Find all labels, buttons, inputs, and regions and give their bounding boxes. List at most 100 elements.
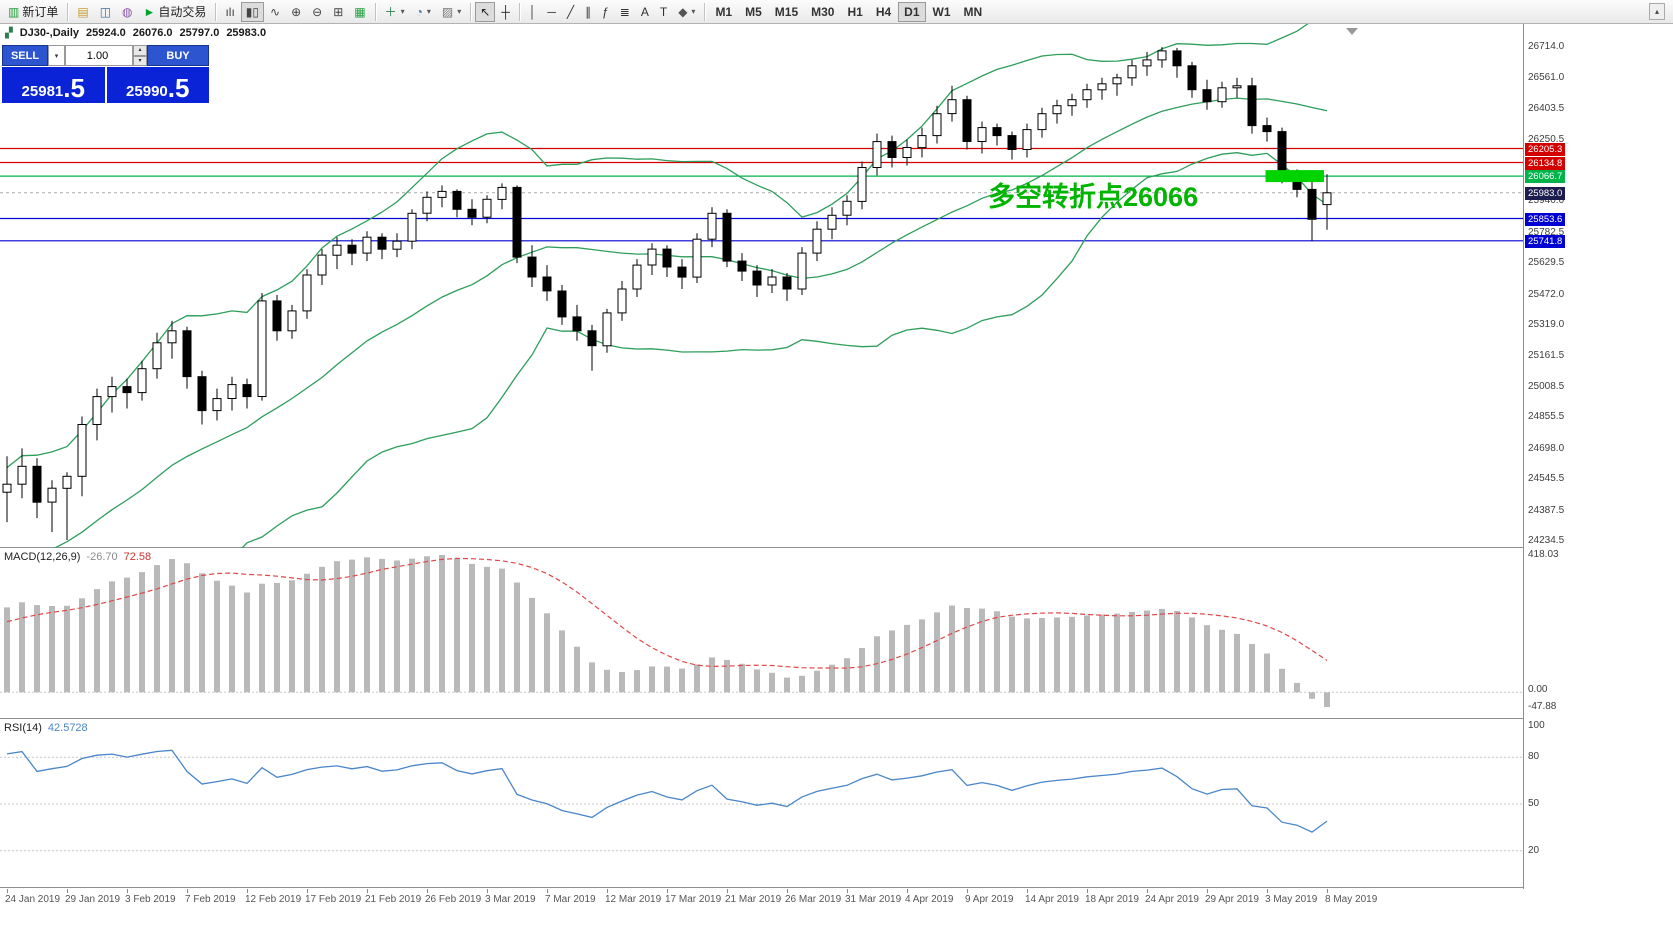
timeframe-d1-button[interactable]: D1	[898, 1, 926, 22]
date-tick	[547, 889, 548, 893]
chart-shift-marker-icon[interactable]	[1346, 28, 1358, 35]
date-tick-label: 7 Mar 2019	[545, 894, 596, 905]
navigator-icon: ◍	[122, 4, 133, 19]
price-axis[interactable]: 26714.0 26561.0 26403.5 26250.5 25940.0 25782…	[1523, 24, 1673, 889]
indicators-icon: ＋	[384, 4, 397, 19]
price-tick-label: 25161.5	[1528, 350, 1565, 362]
templates-button[interactable]: ▨ ▾	[437, 2, 466, 22]
date-tick-label: 8 May 2019	[1325, 894, 1378, 905]
rsi-canvas[interactable]	[0, 720, 1523, 888]
toolbar: ▥ 新订单 ▤ ◫ ◍ ► 自动交易 ılı ▮▯ ∿ ⊕ ⊖ ⊞ ▦ ＋ ▾ ◔ ▾ ▨ ▾ ↖ ┼ │ ─ ╱ ∥ ƒ ≣ A T ◆ ▾…	[0, 0, 1673, 24]
macd-axis-zero-label: 0.00	[1528, 684, 1548, 696]
date-tick-label: 7 Feb 2019	[185, 894, 236, 905]
timeframe-w1-button[interactable]: W1	[927, 2, 957, 22]
timeframe-h1-button[interactable]: H1	[841, 2, 868, 22]
new-chart-button[interactable]: ▦	[349, 2, 370, 22]
data-window-icon: ◫	[99, 4, 112, 19]
new-order-button[interactable]: ▥ 新订单	[3, 2, 63, 22]
line-chart-button[interactable]: ∿	[265, 2, 285, 22]
volume-increase-button[interactable]: ▴	[133, 45, 147, 56]
text-label-button[interactable]: T	[655, 2, 672, 22]
timeframe-m30-button-label: M30	[811, 4, 835, 19]
buy-button[interactable]: BUY	[147, 45, 209, 66]
price-line-label[interactable]: 25741.8	[1525, 234, 1566, 248]
timeframe-mn-button[interactable]: MN	[958, 2, 989, 22]
shapes-button[interactable]: ◆ ▾	[673, 2, 700, 22]
text-label-icon: T	[659, 4, 668, 19]
sell-price-display[interactable]: 25981.5	[2, 67, 105, 103]
price-line-label[interactable]: 26205.3	[1525, 142, 1566, 156]
symbol-chart-icon: ▞	[5, 27, 13, 39]
volume-decrease-button[interactable]: ▾	[133, 55, 147, 66]
crosshair-button[interactable]: ┼	[496, 2, 515, 22]
trade-controls-row: SELL ▾ ▴ ▾ BUY	[2, 45, 209, 66]
date-tick	[127, 889, 128, 893]
date-tick-label: 24 Jan 2019	[5, 894, 61, 905]
date-tick	[1147, 889, 1148, 893]
channel-button[interactable]: ∥	[580, 2, 596, 22]
date-tick	[1327, 889, 1328, 893]
price-line-label[interactable]: 25853.6	[1525, 212, 1566, 226]
timeframe-h4-button[interactable]: H4	[870, 2, 897, 22]
timeframe-m5-button[interactable]: M5	[739, 2, 768, 22]
navigator-button[interactable]: ◍	[117, 2, 137, 22]
timeframe-m1-button-label: M1	[715, 4, 733, 19]
text-button[interactable]: A	[636, 2, 654, 22]
date-tick	[787, 889, 788, 893]
volume-dropdown-button[interactable]: ▾	[48, 45, 65, 66]
candlestick-chart-button[interactable]: ▮▯	[240, 1, 264, 22]
macd-canvas[interactable]	[0, 549, 1523, 719]
horizontal-line-button[interactable]: ─	[542, 2, 561, 22]
price-line-label[interactable]: 26066.7	[1525, 170, 1566, 184]
current-price-label: 25983.0	[1525, 186, 1566, 200]
autotrading-button-label: 自动交易	[158, 5, 207, 19]
dropdown-caret-icon: ▾	[691, 7, 696, 16]
price-chart-canvas[interactable]	[0, 24, 1523, 548]
date-tick-label: 26 Feb 2019	[425, 894, 482, 905]
zoom-in-button[interactable]: ⊕	[286, 2, 306, 22]
buy-price-display[interactable]: 25990.5	[106, 67, 209, 103]
autotrading-button[interactable]: ► 自动交易	[139, 2, 212, 22]
price-tick-label: 24234.5	[1528, 535, 1565, 547]
symbol-period-label: DJ30-,Daily	[19, 27, 80, 39]
rsi-line	[6, 749, 1328, 833]
rsi-axis-label: 100	[1528, 720, 1545, 731]
date-tick-label: 18 Apr 2019	[1085, 894, 1139, 905]
price-tick-label: 25629.5	[1528, 257, 1565, 269]
timeframe-m30-button[interactable]: M30	[805, 2, 840, 22]
timeframe-m15-button[interactable]: M15	[769, 2, 804, 22]
rsi-level-lines	[0, 756, 1523, 852]
price-tick-label: 26403.5	[1528, 103, 1565, 114]
toolbar-overflow-button[interactable]: ▴	[1649, 3, 1665, 20]
zoom-in-icon: ⊕	[291, 4, 302, 19]
sell-button[interactable]: SELL	[2, 45, 48, 66]
fibonacci-button[interactable]: ƒ	[597, 2, 614, 22]
date-tick-label: 9 Apr 2019	[965, 894, 1014, 905]
market-watch-button[interactable]: ▤	[72, 2, 93, 22]
rsi-axis-label: 50	[1528, 798, 1540, 809]
bar-chart-button[interactable]: ılı	[220, 2, 239, 22]
vertical-line-button[interactable]: │	[524, 2, 542, 22]
cursor-button[interactable]: ↖	[475, 1, 496, 22]
indicators-button[interactable]: ＋ ▾	[380, 2, 410, 22]
date-tick	[1027, 889, 1028, 893]
resistance-support-lines[interactable]	[0, 147, 1523, 242]
turning-point-annotation[interactable]: 多空转折点26066	[988, 182, 1199, 212]
periods-button[interactable]: ◔ ▾	[411, 2, 436, 22]
price-line-label[interactable]: 26134.8	[1525, 156, 1566, 170]
dropdown-caret-icon: ▾	[426, 7, 431, 16]
zoom-out-button[interactable]: ⊖	[307, 2, 327, 22]
macd-name: MACD(12,26,9)	[4, 551, 81, 563]
data-window-button[interactable]: ◫	[95, 2, 116, 22]
cycle-lines-button[interactable]: ≣	[615, 2, 635, 22]
price-chart-panel: ▞ DJ30-,Daily 25924.0 26076.0 25797.0 25…	[0, 24, 1523, 548]
trendline-button[interactable]: ╱	[562, 2, 579, 22]
timeframe-m1-button[interactable]: M1	[709, 2, 738, 22]
timeframe-w1-button-label: W1	[932, 4, 951, 19]
tile-windows-button[interactable]: ⊞	[328, 2, 348, 22]
turning-point-highlight[interactable]	[1265, 170, 1325, 183]
macd-histogram	[4, 555, 1330, 707]
toolbar-separator	[518, 2, 520, 21]
date-tick-label: 17 Mar 2019	[665, 894, 722, 905]
volume-input[interactable]	[65, 45, 133, 66]
